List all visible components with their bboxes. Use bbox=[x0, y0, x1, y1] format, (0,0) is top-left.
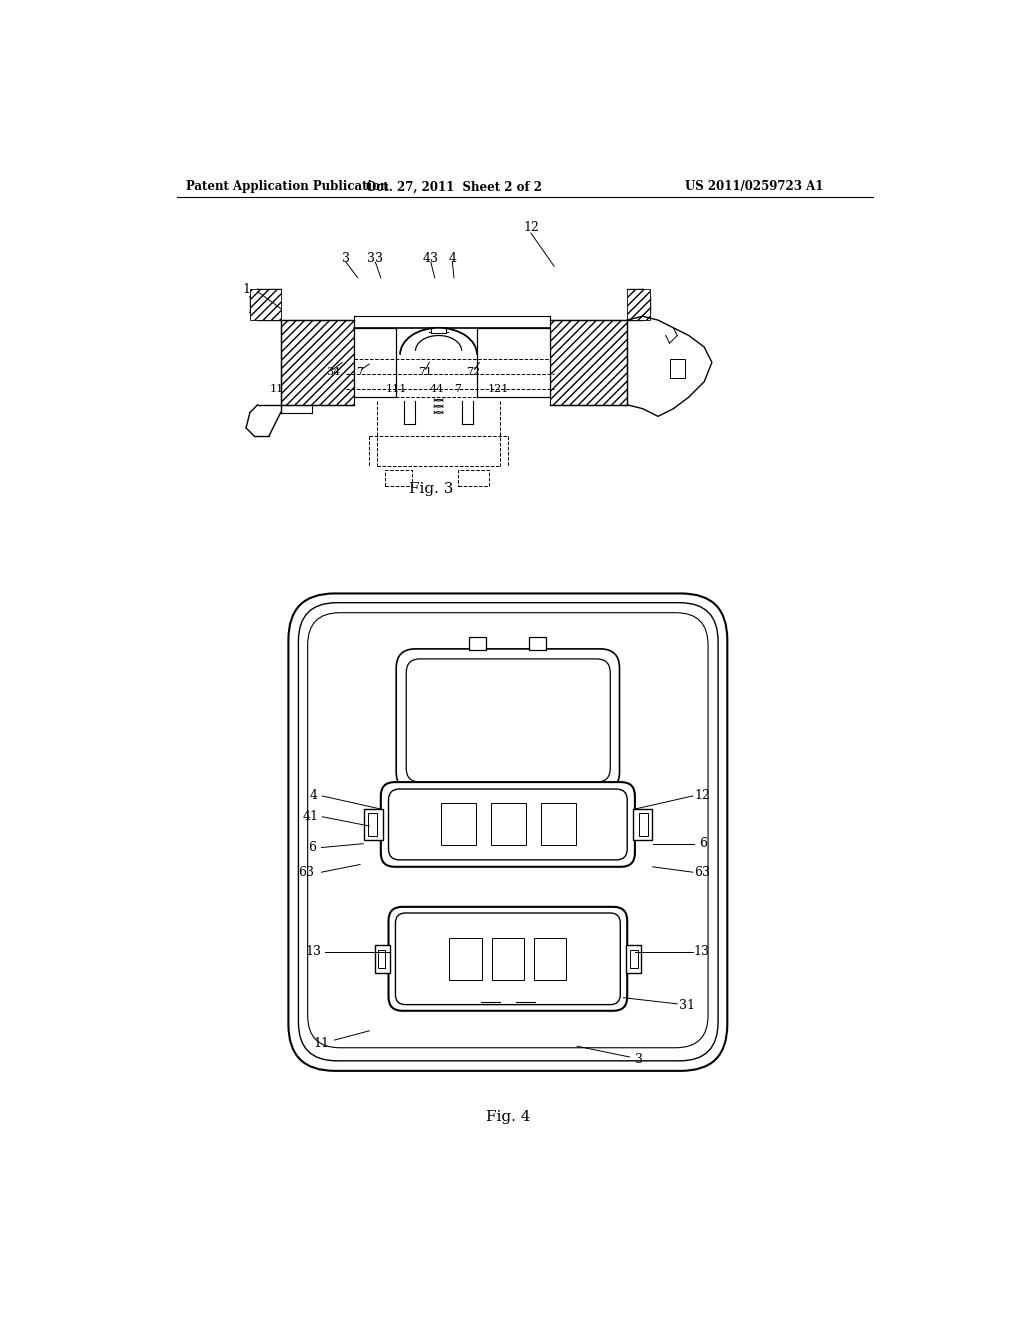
Bar bbox=[639, 813, 648, 836]
Bar bbox=[477, 327, 550, 397]
Bar bbox=[633, 809, 652, 840]
Bar bbox=[364, 809, 383, 840]
Text: 1: 1 bbox=[242, 282, 250, 296]
FancyBboxPatch shape bbox=[307, 612, 708, 1048]
Bar bbox=[631, 950, 638, 969]
Text: 11: 11 bbox=[313, 1038, 330, 1051]
Bar bbox=[458, 470, 488, 486]
Bar bbox=[441, 803, 475, 845]
Bar bbox=[469, 638, 486, 649]
Text: Fig. 4: Fig. 4 bbox=[485, 1110, 530, 1125]
Text: Oct. 27, 2011  Sheet 2 of 2: Oct. 27, 2011 Sheet 2 of 2 bbox=[366, 181, 542, 194]
Bar bbox=[375, 945, 390, 973]
FancyBboxPatch shape bbox=[298, 603, 718, 1061]
Text: 11: 11 bbox=[269, 384, 284, 395]
Text: 12: 12 bbox=[694, 789, 710, 803]
Bar bbox=[492, 937, 524, 979]
Text: 72: 72 bbox=[466, 367, 480, 376]
Text: 13: 13 bbox=[305, 945, 322, 958]
Bar bbox=[378, 950, 385, 969]
Text: 4: 4 bbox=[449, 252, 457, 265]
Text: 6: 6 bbox=[308, 841, 316, 854]
Bar bbox=[450, 937, 481, 979]
Text: 33: 33 bbox=[368, 252, 383, 265]
Text: 41: 41 bbox=[303, 810, 318, 824]
Bar bbox=[529, 638, 547, 649]
Text: Patent Application Publication: Patent Application Publication bbox=[186, 181, 388, 194]
FancyBboxPatch shape bbox=[395, 913, 621, 1005]
Bar bbox=[368, 813, 377, 836]
FancyBboxPatch shape bbox=[396, 649, 620, 792]
Text: 12: 12 bbox=[523, 222, 539, 234]
Bar bbox=[541, 803, 575, 845]
Text: 121: 121 bbox=[487, 384, 509, 395]
Text: 31: 31 bbox=[679, 999, 694, 1012]
Text: 7: 7 bbox=[356, 367, 364, 376]
Text: 71: 71 bbox=[419, 367, 432, 376]
Bar bbox=[535, 937, 566, 979]
Bar bbox=[490, 803, 525, 845]
Text: 4: 4 bbox=[310, 789, 317, 803]
Bar bbox=[628, 289, 650, 321]
Text: US 2011/0259723 A1: US 2011/0259723 A1 bbox=[685, 181, 823, 194]
Bar bbox=[385, 470, 412, 486]
FancyBboxPatch shape bbox=[381, 781, 635, 867]
Bar bbox=[626, 945, 641, 973]
Text: 13: 13 bbox=[694, 945, 710, 958]
Bar bbox=[670, 359, 685, 378]
Text: 3: 3 bbox=[635, 1053, 643, 1065]
FancyBboxPatch shape bbox=[388, 789, 628, 859]
Text: 44: 44 bbox=[430, 384, 444, 395]
FancyBboxPatch shape bbox=[407, 659, 610, 781]
Text: 3: 3 bbox=[342, 252, 350, 265]
FancyBboxPatch shape bbox=[388, 907, 628, 1011]
Bar bbox=[281, 321, 354, 405]
Bar bbox=[250, 289, 281, 321]
Text: Fig. 3: Fig. 3 bbox=[409, 483, 453, 496]
Bar bbox=[550, 321, 628, 405]
Text: 34: 34 bbox=[326, 367, 340, 376]
Text: 111: 111 bbox=[385, 384, 407, 395]
Bar bbox=[431, 327, 446, 333]
Text: 43: 43 bbox=[423, 252, 439, 265]
Text: 7: 7 bbox=[455, 384, 461, 395]
Text: 63: 63 bbox=[694, 866, 710, 879]
Text: 6: 6 bbox=[699, 837, 708, 850]
FancyBboxPatch shape bbox=[289, 594, 727, 1071]
Bar bbox=[354, 327, 396, 397]
Text: 63: 63 bbox=[298, 866, 314, 879]
